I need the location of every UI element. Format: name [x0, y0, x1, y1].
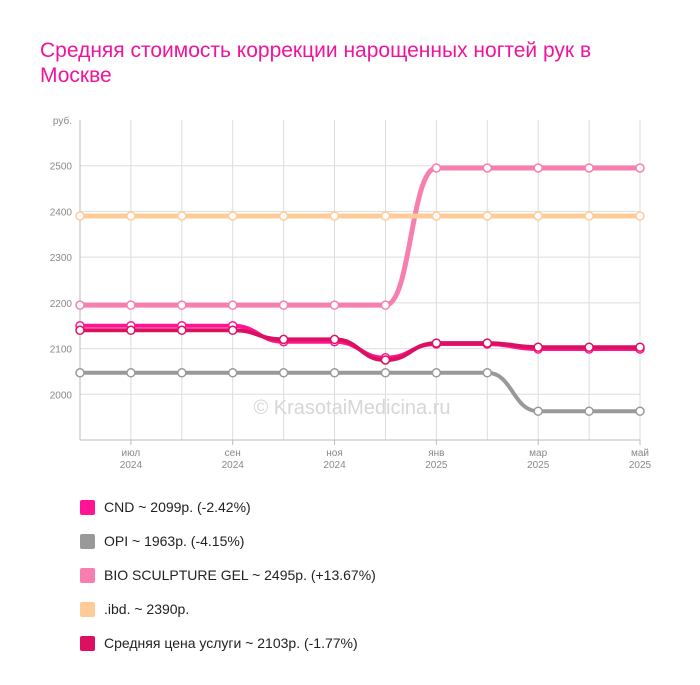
y-tick-label: 2200 [50, 299, 73, 310]
legend-item-bio-sculpture-gel[interactable]: BIO SCULPTURE GEL ~ 2495р. (+13.67%) [80, 558, 376, 592]
data-point-opi [635, 406, 645, 416]
data-point-opi [482, 368, 493, 378]
data-point-opi [431, 368, 442, 378]
data-point-ibd [75, 211, 85, 221]
legend-swatch-ibd [80, 601, 95, 617]
data-point-bio-sculpture-gel [329, 300, 340, 310]
data-point-opi [227, 368, 238, 378]
data-point-bio-sculpture-gel [635, 163, 645, 173]
data-point-bio-sculpture-gel [177, 300, 187, 310]
data-point-средняя-цена-услуги [584, 342, 594, 352]
data-point-opi [126, 368, 136, 378]
chart-title: Средняя стоимость коррекции нарощенных н… [40, 39, 592, 87]
y-tick-label: 2000 [50, 390, 73, 401]
legend-swatch-average [80, 635, 95, 651]
legend: CND ~ 2099р. (-2.42%) OPI ~ 1963р. (-4.1… [80, 490, 376, 660]
x-tick-label: ноя [326, 448, 343, 459]
x-tick-year-label: 2025 [629, 460, 652, 471]
data-point-opi [380, 368, 391, 378]
data-point-ibd [482, 211, 493, 221]
y-tick-label: 2500 [50, 162, 73, 173]
x-tick-label: сен [225, 448, 241, 459]
data-point-ibd [278, 211, 289, 221]
legend-label-ibd: .ibd. ~ 2390р. [104, 601, 190, 617]
x-tick-year-label: 2024 [120, 460, 143, 471]
legend-label-bio-sculpture-gel: BIO SCULPTURE GEL ~ 2495р. (+13.67%) [104, 567, 376, 583]
data-point-ibd [177, 211, 187, 221]
data-point-средняя-цена-услуги [278, 334, 289, 345]
data-point-opi [533, 406, 543, 416]
watermark: © KrasotaiMedicina.ru [253, 397, 450, 419]
data-point-bio-sculpture-gel [380, 300, 391, 310]
x-tick-year-label: 2025 [527, 460, 550, 471]
data-point-bio-sculpture-gel [482, 163, 493, 173]
data-point-средняя-цена-услуги [482, 338, 493, 348]
data-point-средняя-цена-услуги [126, 325, 136, 336]
data-point-bio-sculpture-gel [278, 300, 289, 310]
y-tick-label: 2300 [50, 253, 73, 264]
series-line-bio-sculpture-gel [77, 165, 643, 308]
data-point-bio-sculpture-gel [227, 300, 238, 310]
legend-label-cnd: CND ~ 2099р. (-2.42%) [104, 499, 251, 515]
data-point-средняя-цена-услуги [380, 355, 391, 365]
data-point-ibd [126, 211, 136, 221]
line-chart: 200021002200230024002500руб.июл2024сен20… [50, 115, 652, 471]
data-point-средняя-цена-услуги [227, 325, 238, 336]
x-tick-label: июл [122, 448, 141, 459]
data-point-bio-sculpture-gel [75, 300, 85, 310]
legend-label-opi: OPI ~ 1963р. (-4.15%) [104, 533, 245, 549]
legend-item-opi[interactable]: OPI ~ 1963р. (-4.15%) [80, 524, 376, 558]
data-point-opi [75, 368, 85, 378]
y-axis-label: руб. [53, 115, 72, 127]
legend-item-average[interactable]: Средняя цена услуги ~ 2103р. (-1.77%) [80, 626, 376, 660]
x-tick-year-label: 2025 [425, 460, 448, 471]
data-point-ibd [584, 211, 594, 221]
data-point-opi [278, 368, 289, 378]
data-point-ibd [380, 211, 391, 221]
x-tick-year-label: 2024 [323, 460, 346, 471]
legend-item-ibd[interactable]: .ibd. ~ 2390р. [80, 592, 376, 626]
data-point-средняя-цена-услуги [533, 342, 543, 352]
x-tick-year-label: 2024 [222, 460, 245, 471]
legend-swatch-bio-sculpture-gel [80, 567, 95, 583]
data-point-bio-sculpture-gel [431, 163, 442, 173]
x-tick-label: янв [428, 448, 444, 459]
data-point-opi [584, 406, 594, 416]
data-point-ibd [329, 211, 340, 221]
data-point-средняя-цена-услуги [75, 325, 85, 336]
legend-swatch-opi [80, 533, 95, 549]
data-point-opi [177, 368, 187, 378]
x-tick-label: май [631, 448, 649, 459]
data-point-bio-sculpture-gel [126, 300, 136, 310]
data-point-средняя-цена-услуги [431, 338, 442, 348]
y-tick-label: 2100 [50, 345, 73, 356]
data-point-bio-sculpture-gel [533, 163, 543, 173]
legend-swatch-cnd [80, 499, 95, 515]
data-point-средняя-цена-услуги [177, 325, 187, 336]
series-line-средняя-цена-услуги [78, 328, 642, 362]
data-point-средняя-цена-услуги [329, 334, 340, 345]
x-tick-label: мар [529, 448, 547, 459]
data-point-ibd [227, 211, 238, 221]
legend-item-cnd[interactable]: CND ~ 2099р. (-2.42%) [80, 490, 376, 524]
data-point-ibd [431, 211, 442, 221]
data-point-ibd [635, 211, 645, 221]
data-point-средняя-цена-услуги [635, 342, 645, 352]
data-point-bio-sculpture-gel [584, 163, 594, 173]
data-point-opi [329, 368, 340, 378]
legend-label-average: Средняя цена услуги ~ 2103р. (-1.77%) [104, 635, 358, 651]
data-point-ibd [533, 211, 543, 221]
y-tick-label: 2400 [50, 207, 73, 218]
